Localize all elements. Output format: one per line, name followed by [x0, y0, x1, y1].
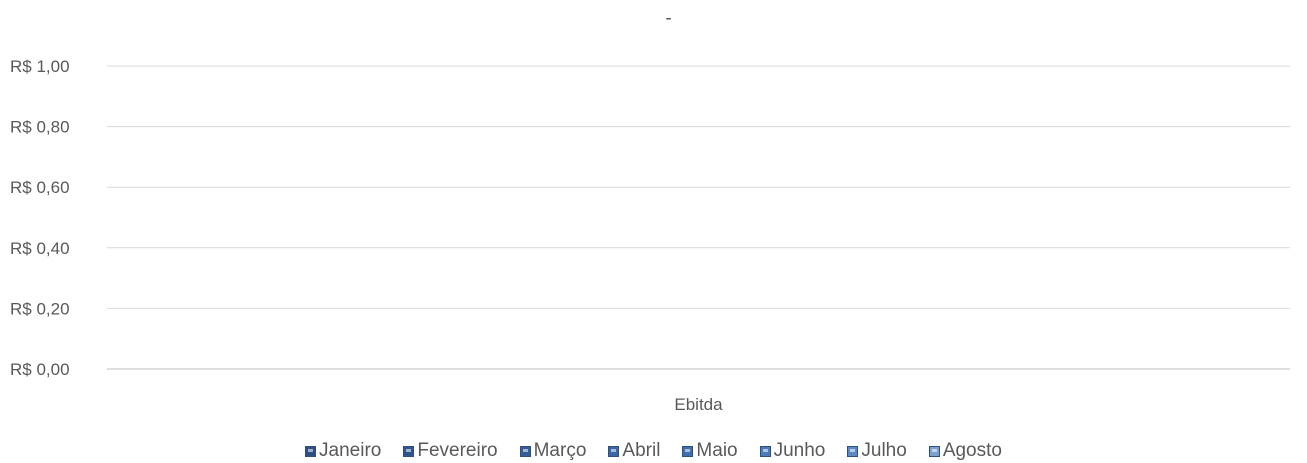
legend-label: Março — [533, 440, 587, 461]
y-axis-tick-labels: R$ 0,00 R$ 0,20 R$ 0,40 R$ 0,60 R$ 0,80 R$ 1,… — [10, 57, 70, 379]
legend-label: Fevereiro — [417, 440, 498, 461]
legend-item: Julho — [847, 440, 907, 462]
y-tick-label: R$ 0,80 — [10, 118, 70, 137]
legend-swatch-icon — [759, 445, 771, 457]
legend-item: Fevereiro — [403, 440, 498, 462]
gridlines — [107, 65, 1290, 370]
y-tick-label: R$ 0,20 — [10, 299, 70, 318]
legend-label: Maio — [696, 440, 738, 461]
y-tick-label: R$ 1,00 — [10, 57, 70, 76]
y-tick-label: R$ 0,60 — [10, 178, 70, 197]
legend-swatch-icon — [403, 445, 415, 457]
legend-label: Abril — [622, 440, 661, 461]
y-tick-label: R$ 0,40 — [10, 239, 70, 258]
legend-swatch-icon — [519, 445, 531, 457]
legend-swatch-icon — [682, 445, 694, 457]
legend-label: Junho — [773, 440, 826, 461]
legend-item: Abril — [608, 440, 660, 462]
y-tick-label: R$ 0,00 — [10, 360, 70, 379]
x-category-label: Ebitda — [674, 395, 723, 414]
legend-item: Março — [519, 440, 587, 462]
legend-label: Julho — [861, 440, 907, 461]
legend-swatch-icon — [305, 445, 317, 457]
legend-item: Junho — [759, 440, 826, 462]
legend-label: Janeiro — [319, 440, 382, 461]
legend-swatch-icon — [928, 445, 940, 457]
chart-title: - — [665, 8, 671, 29]
legend-swatch-icon — [608, 445, 620, 457]
legend-item: Maio — [682, 440, 738, 462]
legend-item: Agosto — [928, 440, 1002, 462]
legend-swatch-icon — [847, 445, 859, 457]
x-axis-category-labels: Ebitda — [674, 395, 723, 414]
legend-label: Agosto — [942, 440, 1002, 461]
legend: Janeiro Fevereiro Março Abril Maio Junho Julho… — [0, 440, 1307, 462]
legend-item: Janeiro — [305, 440, 381, 462]
